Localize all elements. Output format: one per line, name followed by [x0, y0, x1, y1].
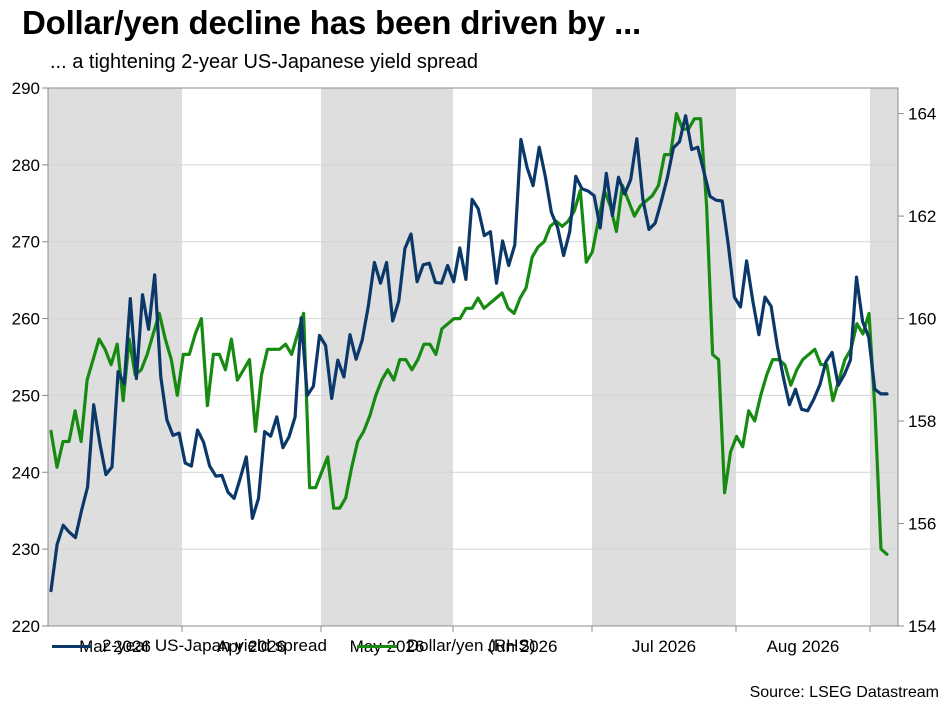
right-tick-label: 160: [908, 310, 936, 329]
x-tick-label: Aug 2026: [767, 637, 840, 656]
legend-label-spread: 2-year US-Japan yield spread: [102, 636, 327, 655]
x-tick-label: Apr 2026: [217, 637, 286, 656]
right-tick-label: 158: [908, 412, 936, 431]
legend: 2-year US-Japan yield spread Dollar/yen …: [52, 636, 565, 656]
chart-title: Dollar/yen decline has been driven by ..…: [22, 4, 642, 41]
right-axis: 154 156 158 160 162 164: [898, 105, 936, 636]
left-tick-label: 260: [12, 310, 40, 329]
shaded-band: [321, 88, 453, 626]
legend-swatch-spread: [52, 644, 92, 648]
left-tick-label: 270: [12, 233, 40, 252]
right-tick-label: 162: [908, 207, 936, 226]
shaded-band: [870, 88, 898, 626]
x-axis: Mar 2026 Apr 2026 May 2026 Jun 2026 Jul 2026…: [79, 626, 871, 656]
gridlines: [48, 164, 898, 550]
left-tick-label: 280: [12, 156, 40, 175]
legend-swatch-usdjpy: [356, 644, 397, 648]
left-tick-label: 230: [12, 540, 40, 559]
chart-subtitle: ... a tightening 2-year US-Japanese yiel…: [50, 51, 479, 73]
legend-item-spread: 2-year US-Japan yield spread: [52, 636, 327, 656]
plot-frame: [47, 87, 899, 627]
right-tick-label: 154: [908, 617, 936, 636]
left-tick-label: 250: [12, 386, 40, 405]
x-tick-label: Jul 2026: [632, 637, 696, 656]
left-tick-label: 240: [12, 463, 40, 482]
left-tick-label: 220: [12, 617, 40, 636]
legend-label-usdjpy: Dollar/yen (RHS): [406, 636, 536, 655]
x-tick-label: Mar 2026: [79, 637, 151, 656]
series-lines: [49, 111, 889, 593]
source-note: Source: LSEG Datastream: [749, 684, 939, 701]
x-tick-label: Jun 2026: [488, 637, 558, 656]
series-line-usdjpy: [49, 111, 889, 556]
right-tick-label: 156: [908, 515, 936, 534]
shaded-band: [592, 88, 736, 626]
left-axis: 220 230 240 250 260 270 280 290: [12, 79, 48, 636]
series-line-spread: [49, 114, 889, 593]
legend-item-usdjpy: Dollar/yen (RHS): [356, 636, 536, 656]
left-tick-label: 290: [12, 79, 40, 98]
right-tick-label: 164: [908, 105, 936, 124]
shaded-bands: [48, 88, 898, 626]
